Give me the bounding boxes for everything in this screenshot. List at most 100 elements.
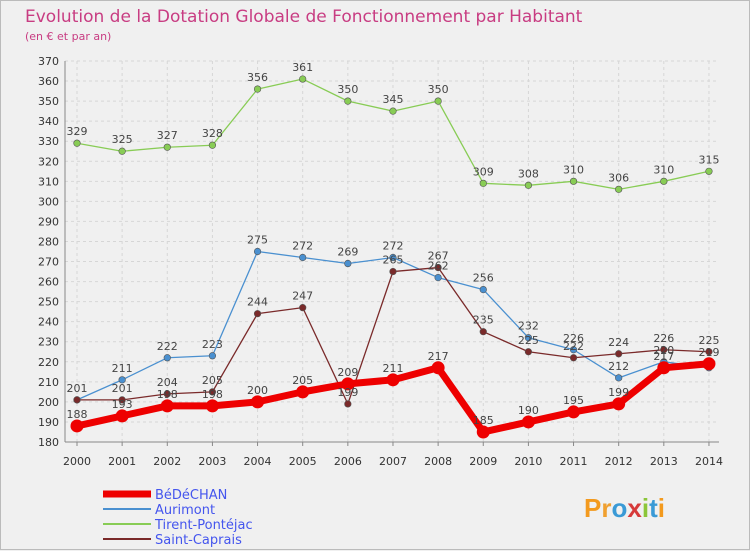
- data-label: 217: [653, 350, 674, 363]
- data-point-2: [615, 185, 623, 193]
- data-label: 327: [157, 129, 178, 142]
- y-tick-label: 260: [38, 276, 59, 289]
- data-label: 212: [608, 360, 629, 373]
- data-point-2: [163, 143, 171, 151]
- x-tick-label: 2000: [63, 455, 91, 468]
- data-point-3: [73, 396, 81, 404]
- x-tick-label: 2002: [153, 455, 181, 468]
- data-point-0: [160, 399, 174, 413]
- y-tick-label: 330: [38, 135, 59, 148]
- data-point-1: [344, 259, 352, 268]
- data-label: 193: [112, 398, 133, 411]
- data-point-1: [389, 253, 397, 262]
- data-label: 232: [518, 320, 539, 333]
- logo-text: Proxiti: [584, 493, 665, 523]
- x-tick-label: 2008: [424, 455, 452, 468]
- data-point-3: [208, 388, 217, 396]
- legend-label: Saint-Caprais: [155, 533, 242, 548]
- y-tick-label: 210: [38, 376, 59, 389]
- y-tick-label: 350: [38, 95, 59, 108]
- data-label: 205: [292, 374, 313, 387]
- data-label: 224: [608, 336, 629, 349]
- data-point-3: [118, 396, 126, 404]
- data-point-3: [344, 400, 352, 408]
- x-tick-label: 2006: [334, 455, 362, 468]
- legend-label: BéDéCHAN: [155, 488, 227, 503]
- data-point-2: [389, 107, 397, 115]
- legend: BéDéCHANAurimontTirent-PontéjacSaint-Cap…: [103, 488, 253, 548]
- data-point-0: [567, 405, 581, 419]
- data-label: 325: [112, 133, 133, 146]
- data-label: 205: [202, 374, 223, 387]
- x-tick-label: 2013: [650, 455, 678, 468]
- data-label: 188: [67, 408, 88, 421]
- data-point-2: [479, 179, 487, 187]
- data-label: 201: [112, 382, 133, 395]
- y-tick-label: 320: [38, 155, 59, 168]
- data-label: 190: [518, 404, 539, 417]
- data-point-0: [521, 415, 535, 429]
- proxiti-logo: Proxiti: [584, 493, 665, 523]
- data-label: 350: [337, 83, 358, 96]
- y-tick-label: 180: [38, 436, 59, 449]
- y-tick-label: 310: [38, 175, 59, 188]
- data-point-0: [431, 361, 445, 375]
- data-point-3: [434, 263, 442, 272]
- data-point-1: [615, 374, 623, 382]
- x-tick-label: 2007: [379, 455, 407, 468]
- y-tick-label: 360: [38, 75, 59, 88]
- data-point-2: [118, 147, 126, 155]
- data-point-0: [386, 373, 400, 387]
- data-point-3: [615, 350, 623, 358]
- data-label: 309: [473, 165, 494, 178]
- legend-label: Tirent-Pontéjac: [154, 518, 253, 533]
- chart-subtitle: (en € et par an): [25, 30, 111, 43]
- chart-title: Evolution de la Dotation Globale de Fonc…: [25, 7, 583, 27]
- data-label: 310: [653, 163, 674, 176]
- data-labels: 329 325 327 328 356 361 350 345 350 309 308 310 306 3…: [67, 61, 720, 427]
- y-tick-label: 200: [38, 396, 59, 409]
- data-point-0: [612, 397, 626, 411]
- x-tick-label: 2004: [244, 455, 272, 468]
- data-label: 356: [247, 71, 268, 84]
- data-label: 198: [202, 388, 223, 401]
- data-point-3: [253, 310, 262, 318]
- data-label: 226: [563, 332, 584, 345]
- data-point-0: [251, 395, 265, 409]
- axes: 180 190 200 210 220 230 240 250 260 270 280 290 300 3…: [38, 55, 723, 468]
- data-label: 225: [518, 334, 539, 347]
- y-tick-label: 370: [38, 55, 59, 68]
- data-points: [70, 75, 716, 439]
- y-tick-label: 280: [38, 235, 59, 248]
- data-label: 222: [157, 340, 178, 353]
- data-point-0: [702, 357, 716, 371]
- data-label: 220: [653, 344, 674, 357]
- x-tick-label: 2010: [514, 455, 542, 468]
- data-label: 244: [247, 296, 268, 309]
- data-point-2: [208, 141, 217, 149]
- data-point-2: [73, 139, 81, 147]
- data-label: 198: [157, 388, 178, 401]
- data-point-3: [163, 390, 171, 398]
- data-point-3: [524, 348, 533, 356]
- data-point-3: [389, 267, 397, 276]
- data-label: 329: [67, 125, 88, 138]
- data-label: 201: [67, 382, 88, 395]
- data-point-1: [118, 376, 126, 384]
- data-point-1: [299, 253, 307, 262]
- legend-label: Aurimont: [155, 503, 215, 518]
- data-label: 361: [292, 61, 313, 74]
- data-label: 256: [473, 272, 494, 285]
- x-tick-label: 2012: [605, 455, 633, 468]
- y-tick-label: 190: [38, 416, 59, 429]
- data-label: 265: [382, 254, 403, 267]
- data-point-0: [115, 409, 129, 423]
- data-point-0: [341, 377, 355, 391]
- x-tick-label: 2005: [289, 455, 317, 468]
- data-label: 200: [247, 384, 268, 397]
- data-label: 308: [518, 167, 539, 180]
- data-point-0: [205, 399, 219, 413]
- data-label: 310: [563, 163, 584, 176]
